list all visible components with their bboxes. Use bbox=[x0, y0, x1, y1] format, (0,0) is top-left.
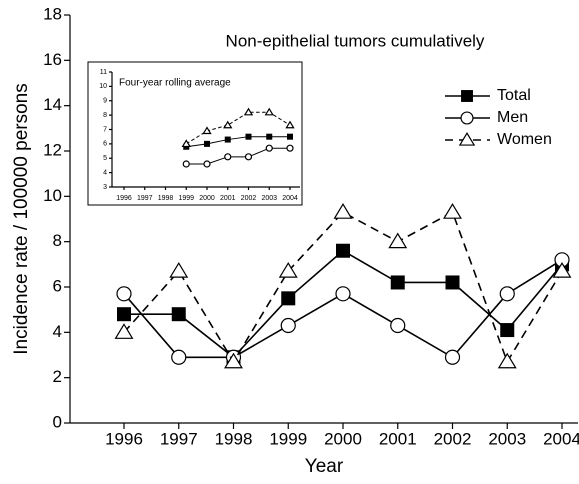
legend-label: Men bbox=[497, 109, 528, 126]
x-tick-label: 2001 bbox=[220, 195, 236, 202]
x-tick-label: 2002 bbox=[434, 429, 472, 448]
marker bbox=[444, 349, 461, 365]
y-tick-label: 10 bbox=[99, 83, 107, 90]
marker bbox=[333, 203, 353, 219]
series-line bbox=[186, 136, 290, 148]
x-tick-label: 1997 bbox=[160, 429, 198, 448]
marker bbox=[285, 120, 295, 129]
x-tick-label: 1996 bbox=[105, 429, 143, 448]
x-tick-label: 2001 bbox=[379, 429, 417, 448]
y-tick-label: 18 bbox=[43, 4, 62, 23]
marker bbox=[224, 352, 243, 369]
marker bbox=[204, 140, 210, 147]
x-tick-label: 1996 bbox=[116, 195, 132, 202]
marker bbox=[202, 126, 212, 135]
marker bbox=[117, 307, 131, 322]
marker bbox=[499, 286, 515, 302]
marker bbox=[445, 275, 460, 290]
marker bbox=[278, 261, 298, 278]
y-tick-label: 6 bbox=[53, 276, 62, 295]
marker bbox=[265, 144, 273, 152]
x-tick-label: 1997 bbox=[137, 195, 153, 202]
y-tick-label: 0 bbox=[53, 412, 62, 431]
marker bbox=[264, 107, 274, 116]
inset-frame bbox=[87, 61, 303, 206]
marker bbox=[203, 160, 211, 168]
x-tick-label: 1998 bbox=[158, 195, 174, 202]
marker bbox=[243, 107, 254, 116]
x-tick-label: 1998 bbox=[215, 429, 253, 448]
marker bbox=[114, 323, 134, 339]
marker bbox=[461, 90, 473, 102]
x-tick-label: 2004 bbox=[543, 429, 579, 448]
marker bbox=[390, 275, 405, 290]
x-tick-label: 2000 bbox=[199, 195, 215, 202]
inset-title: Four-year rolling average bbox=[119, 78, 231, 89]
x-tick-label: 2003 bbox=[488, 429, 526, 448]
marker bbox=[169, 261, 189, 278]
x-tick-label: 1999 bbox=[178, 195, 194, 202]
marker bbox=[287, 133, 293, 140]
legend-label: Total bbox=[497, 87, 531, 104]
marker bbox=[280, 317, 296, 334]
y-tick-label: 14 bbox=[43, 95, 62, 114]
x-axis-label: Year bbox=[305, 456, 344, 477]
marker bbox=[223, 120, 233, 129]
marker bbox=[460, 111, 474, 125]
y-tick-label: 8 bbox=[53, 231, 62, 250]
marker bbox=[336, 243, 350, 258]
x-tick-label: 1999 bbox=[269, 429, 307, 448]
y-tick-label: 11 bbox=[100, 69, 107, 76]
series-line bbox=[123, 211, 563, 364]
y-tick-label: 12 bbox=[43, 140, 62, 159]
y-tick-label: 7 bbox=[103, 126, 107, 133]
marker bbox=[286, 144, 294, 152]
y-tick-label: 4 bbox=[103, 169, 107, 176]
y-tick-label: 9 bbox=[103, 98, 107, 105]
marker bbox=[388, 232, 408, 249]
marker bbox=[500, 323, 515, 338]
marker bbox=[281, 291, 296, 306]
y-tick-label: 8 bbox=[103, 112, 107, 119]
marker bbox=[171, 349, 187, 365]
y-tick-label: 5 bbox=[103, 155, 107, 162]
marker bbox=[245, 133, 252, 140]
y-tick-label: 4 bbox=[53, 322, 62, 341]
y-tick-label: 16 bbox=[43, 50, 62, 69]
legend-label: Women bbox=[497, 131, 552, 148]
y-tick-label: 10 bbox=[43, 186, 62, 205]
marker bbox=[224, 136, 231, 143]
marker bbox=[390, 317, 406, 334]
x-tick-label: 2004 bbox=[282, 195, 298, 202]
marker bbox=[224, 153, 232, 161]
chart-title: Non-epithelial tumors cumulatively bbox=[226, 31, 485, 50]
marker bbox=[335, 286, 351, 302]
y-tick-label: 2 bbox=[53, 367, 62, 386]
marker bbox=[182, 160, 190, 168]
marker bbox=[552, 261, 572, 278]
y-tick-label: 3 bbox=[103, 184, 107, 191]
marker bbox=[244, 153, 253, 161]
marker bbox=[266, 133, 273, 140]
x-tick-label: 2003 bbox=[261, 195, 277, 202]
x-tick-label: 2000 bbox=[324, 429, 362, 448]
marker bbox=[458, 132, 476, 146]
y-axis-label: Incidence rate / 100000 persons bbox=[11, 83, 32, 354]
y-tick-label: 6 bbox=[103, 141, 107, 148]
marker bbox=[443, 203, 462, 219]
marker bbox=[181, 139, 191, 148]
marker bbox=[116, 286, 132, 302]
marker bbox=[171, 307, 186, 322]
marker bbox=[497, 352, 517, 369]
x-tick-label: 2002 bbox=[241, 195, 257, 202]
